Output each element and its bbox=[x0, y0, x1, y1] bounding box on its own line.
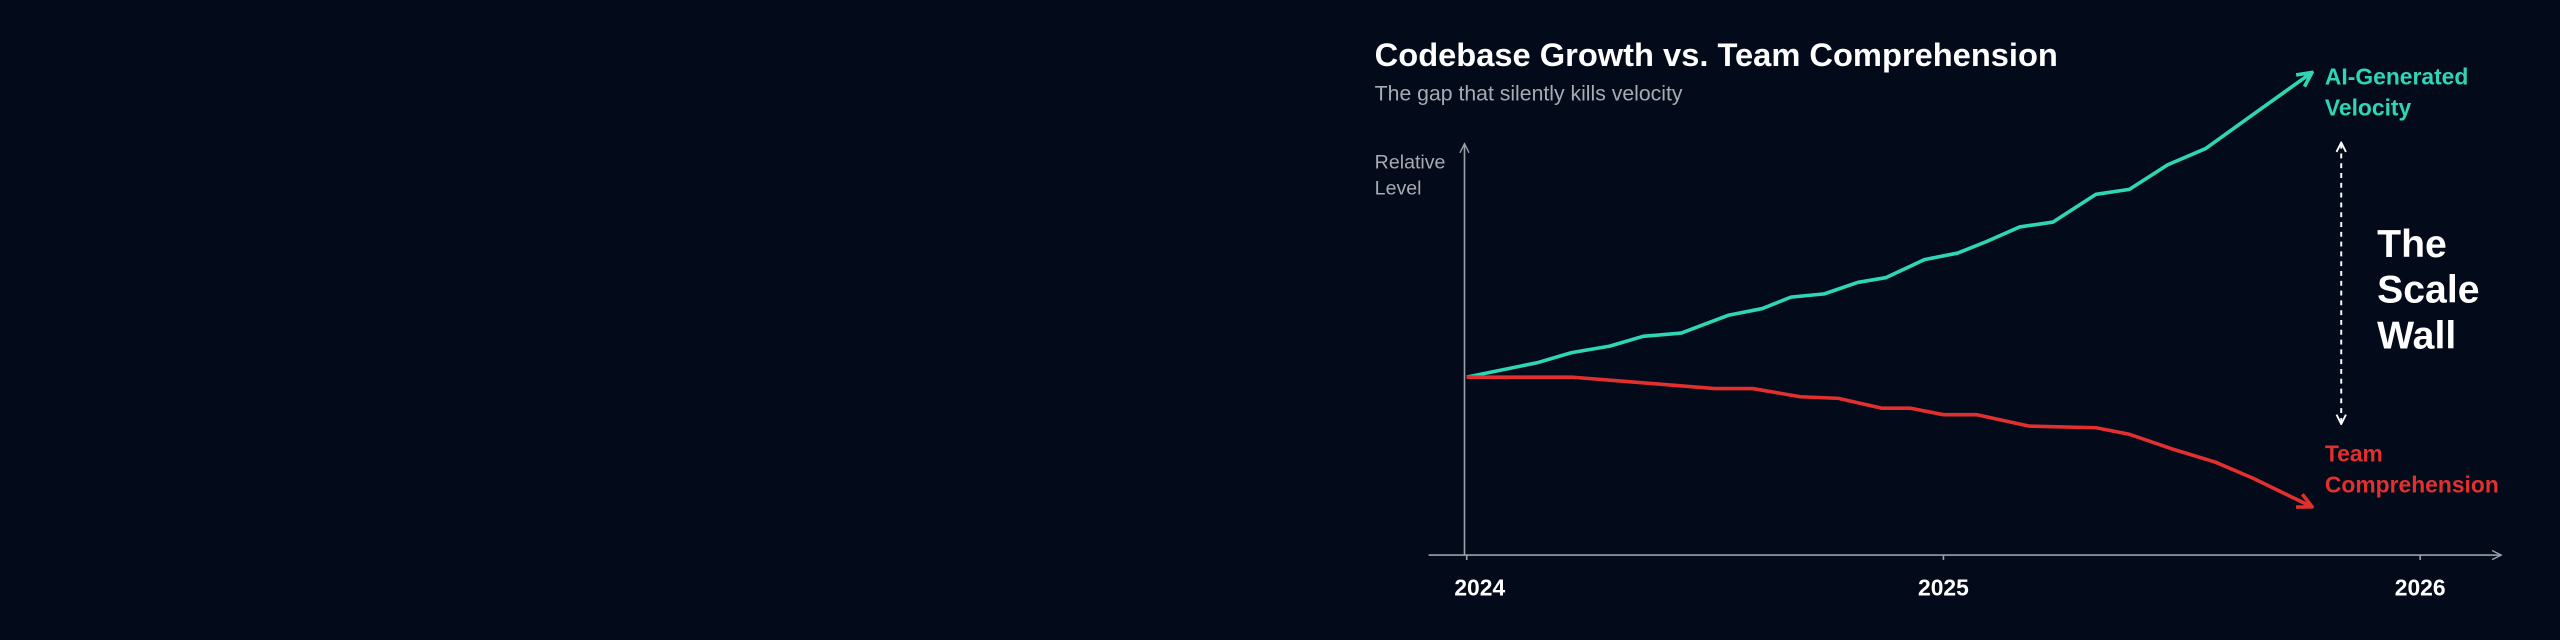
legend-label: Comprehension bbox=[2325, 472, 2499, 498]
series-line bbox=[1466, 375, 2311, 506]
chart-title: Codebase Growth vs. Team Comprehension bbox=[1375, 36, 2058, 73]
legend-label: Team bbox=[2325, 441, 2383, 467]
x-tick-label: 2026 bbox=[2395, 574, 2446, 600]
y-axis-label: Relative bbox=[1375, 151, 1446, 173]
legend-label: Velocity bbox=[2325, 94, 2412, 120]
x-tick-label: 2024 bbox=[1454, 574, 1505, 600]
y-axis-label: Level bbox=[1375, 178, 1422, 200]
annotation: Scale bbox=[2377, 269, 2479, 312]
series-line bbox=[1466, 73, 2311, 379]
annotation: The bbox=[2377, 223, 2447, 266]
annotation: Wall bbox=[2377, 314, 2456, 357]
x-tick-label: 2025 bbox=[1918, 574, 1969, 600]
chart-subtitle: The gap that silently kills velocity bbox=[1375, 82, 1683, 105]
legend-label: AI-Generated bbox=[2325, 63, 2468, 89]
